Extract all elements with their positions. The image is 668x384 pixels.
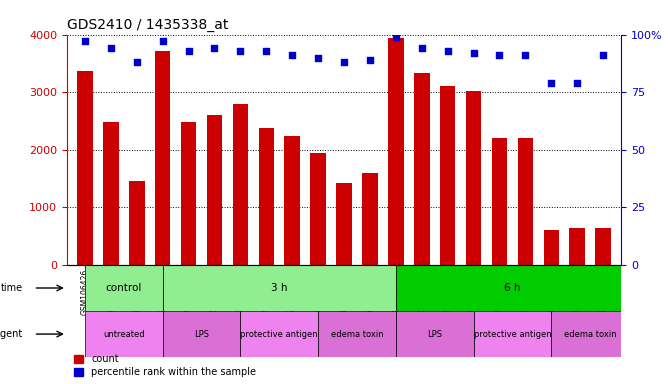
- Bar: [595, 228, 611, 265]
- Bar: [466, 91, 482, 265]
- Point: [106, 45, 116, 51]
- Bar: [492, 138, 507, 265]
- Text: time: time: [0, 283, 23, 293]
- Text: GDS2410 / 1435338_at: GDS2410 / 1435338_at: [67, 18, 228, 32]
- Point: [365, 57, 375, 63]
- Text: edema toxin: edema toxin: [564, 329, 617, 339]
- Point: [442, 48, 453, 54]
- Point: [261, 48, 272, 54]
- Text: protective antigen: protective antigen: [474, 329, 551, 339]
- Text: protective antigen: protective antigen: [240, 329, 318, 339]
- Bar: [163, 311, 240, 357]
- Point: [391, 34, 401, 40]
- Point: [572, 80, 582, 86]
- Point: [183, 48, 194, 54]
- Bar: [181, 121, 196, 265]
- Bar: [163, 265, 396, 311]
- Bar: [396, 265, 629, 311]
- Bar: [311, 153, 326, 265]
- Bar: [551, 311, 629, 357]
- Bar: [336, 183, 352, 265]
- Bar: [440, 86, 456, 265]
- Bar: [414, 73, 430, 265]
- Bar: [85, 265, 163, 311]
- Bar: [259, 128, 274, 265]
- Bar: [396, 311, 474, 357]
- Point: [235, 48, 246, 54]
- Bar: [318, 311, 396, 357]
- Bar: [518, 138, 533, 265]
- Point: [339, 59, 349, 65]
- Point: [468, 50, 479, 56]
- Text: LPS: LPS: [194, 329, 209, 339]
- Bar: [474, 311, 551, 357]
- Bar: [232, 104, 248, 265]
- Text: 3 h: 3 h: [271, 283, 287, 293]
- Bar: [129, 182, 144, 265]
- Point: [598, 52, 609, 58]
- Bar: [285, 136, 300, 265]
- Point: [287, 52, 297, 58]
- Text: LPS: LPS: [428, 329, 442, 339]
- Bar: [544, 230, 559, 265]
- Point: [520, 52, 530, 58]
- Point: [158, 38, 168, 45]
- Point: [209, 45, 220, 51]
- Point: [416, 45, 427, 51]
- Text: control: control: [106, 283, 142, 293]
- Bar: [362, 174, 377, 265]
- Text: agent: agent: [0, 329, 23, 339]
- Bar: [206, 115, 222, 265]
- Point: [132, 59, 142, 65]
- Point: [79, 38, 90, 45]
- Legend: count, percentile rank within the sample: count, percentile rank within the sample: [71, 353, 258, 379]
- Text: edema toxin: edema toxin: [331, 329, 383, 339]
- Point: [546, 80, 556, 86]
- Text: untreated: untreated: [103, 329, 144, 339]
- Text: 6 h: 6 h: [504, 283, 520, 293]
- Bar: [569, 228, 585, 265]
- Point: [494, 52, 505, 58]
- Bar: [103, 122, 119, 265]
- Point: [313, 55, 323, 61]
- Bar: [155, 51, 170, 265]
- Bar: [240, 311, 318, 357]
- Bar: [77, 71, 93, 265]
- Bar: [388, 38, 403, 265]
- Bar: [85, 311, 163, 357]
